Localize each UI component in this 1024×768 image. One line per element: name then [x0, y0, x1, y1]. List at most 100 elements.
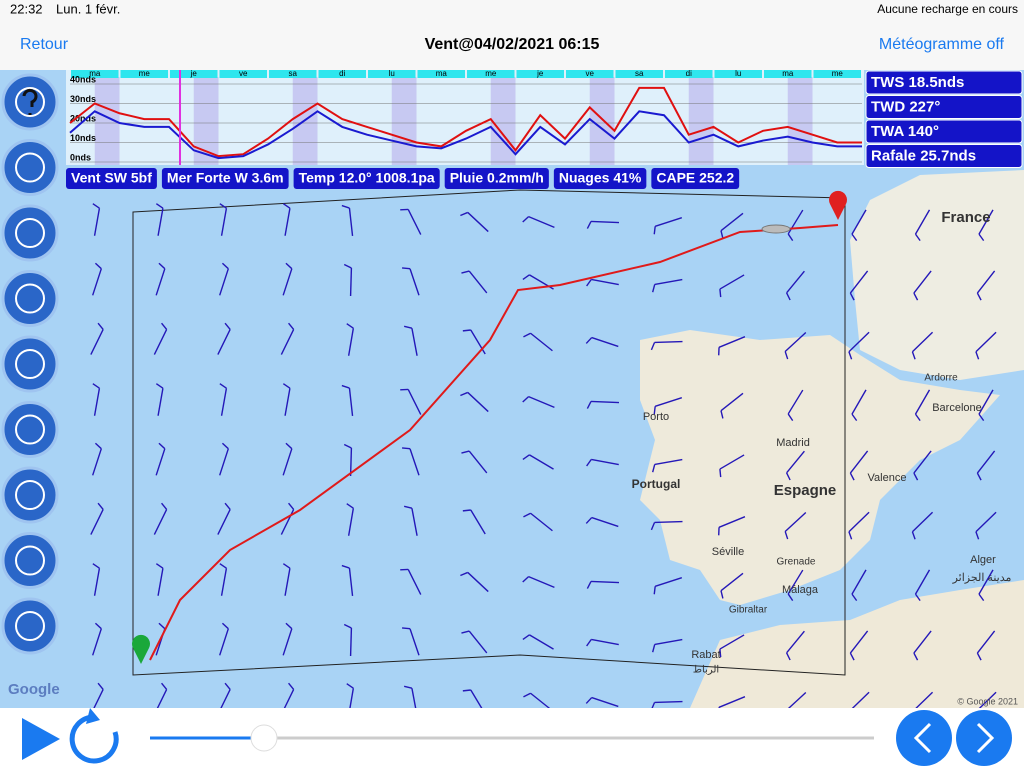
wind-barb-feather [155, 563, 164, 569]
wind-barb-feather [652, 464, 656, 473]
wind-barb [409, 628, 420, 656]
wind-barb [155, 268, 166, 296]
land [850, 170, 1024, 380]
wind-barb [467, 571, 489, 593]
start-pin[interactable] [132, 634, 150, 664]
info-panel-text: TWA 140° [871, 123, 939, 140]
meteogram-toggle[interactable]: Météogramme off [879, 36, 1005, 53]
meteogram-line [69, 86, 862, 158]
day-label: me [832, 69, 844, 78]
sidebar-button[interactable] [1, 466, 59, 524]
wind-barb-feather [462, 329, 471, 332]
wind-barb-feather [913, 472, 919, 481]
wind-barb-feather [92, 203, 100, 209]
wind-barb-feather [343, 623, 352, 629]
info-chip [651, 168, 740, 189]
wind-barb-feather [460, 211, 469, 217]
wind-barb [911, 511, 934, 533]
wind-barb [153, 329, 168, 355]
wind-barb [529, 454, 554, 470]
slider-thumb[interactable] [250, 724, 278, 752]
sidebar-button[interactable] [1, 270, 59, 327]
sidebar-button[interactable] [1, 532, 59, 589]
y-tick-label: 10nds [70, 133, 96, 143]
play-button[interactable] [22, 718, 60, 760]
wind-barb [718, 336, 746, 348]
next-button[interactable] [956, 710, 1012, 766]
wind-barb [467, 391, 489, 413]
help-icon [22, 88, 38, 115]
zone-boundary [132, 189, 846, 676]
wind-barb-feather [219, 203, 227, 209]
wind-barb [93, 568, 101, 596]
wind-barb-feather [461, 270, 470, 274]
map-label: Ardorre [924, 373, 958, 384]
wind-barb-feather [221, 262, 229, 270]
wind-barb [654, 700, 683, 704]
end-pin[interactable] [829, 190, 847, 220]
sidebar-button[interactable] [1, 204, 59, 262]
wind-barb [348, 568, 354, 596]
wind-barb-feather [650, 522, 656, 531]
wind-barb-feather [401, 627, 411, 630]
wind-barb [349, 267, 353, 297]
day-header [318, 70, 366, 78]
wind-barb-feather [285, 622, 293, 630]
prev-button[interactable] [896, 710, 952, 766]
wind-barb-feather [848, 351, 853, 360]
wind-barb-feather [784, 531, 789, 540]
refresh-button[interactable] [69, 714, 119, 764]
day-label: ve [239, 69, 248, 78]
wind-barb-feather [785, 652, 791, 661]
day-header [219, 70, 267, 78]
wind-barb-feather [975, 531, 980, 540]
wind-barb [93, 388, 101, 416]
wind-barb [787, 569, 804, 595]
wind-barb-feather [94, 442, 102, 450]
wind-barb-feather [341, 204, 350, 209]
wind-barb [975, 331, 997, 353]
sidebar-icon [15, 611, 45, 641]
wind-barb-feather [719, 648, 722, 658]
sidebar-button[interactable] [1, 597, 59, 655]
wind-barb [654, 577, 683, 587]
wind-barb-feather [913, 292, 919, 301]
wind-barb-feather [586, 401, 592, 409]
day-label: ve [586, 69, 595, 78]
wind-barb-feather [719, 468, 722, 478]
wind-barb-feather [343, 443, 352, 449]
wind-barb-feather [282, 383, 291, 389]
google-logo: Google [8, 681, 60, 698]
map-label: Alger [970, 554, 996, 566]
info-chip [293, 168, 440, 189]
night-band [391, 77, 417, 165]
sidebar-button[interactable] [1, 139, 59, 196]
day-label: ma [782, 69, 794, 78]
map-label: الرباط [693, 665, 719, 676]
wind-barb [284, 208, 291, 236]
back-button[interactable]: Retour [20, 36, 69, 53]
wind-barb [409, 448, 420, 476]
wind-barb-feather [976, 472, 982, 481]
info-panel-row [865, 144, 1023, 168]
wind-barb [849, 270, 869, 294]
day-label: me [485, 69, 497, 78]
wind-barb-feather [720, 590, 724, 599]
wind-barb-feather [94, 622, 102, 630]
sidebar-button[interactable] [1, 335, 59, 393]
sidebar-button[interactable] [1, 73, 59, 131]
wind-barb-feather [97, 322, 104, 330]
info-panel-text: Rafale 25.7nds [871, 147, 976, 164]
sidebar-button[interactable] [1, 401, 59, 458]
wind-barb [654, 397, 683, 407]
wind-barb-feather [158, 622, 166, 630]
wind-barb-feather [652, 284, 656, 293]
wind-barb-feather [976, 292, 982, 301]
wind-barb [719, 274, 745, 290]
wind-barb [280, 329, 295, 355]
day-label: lu [735, 69, 741, 78]
wind-barb [654, 217, 683, 227]
wind-barb [220, 388, 228, 416]
wind-barb [720, 392, 744, 412]
wind-barb [654, 278, 683, 286]
